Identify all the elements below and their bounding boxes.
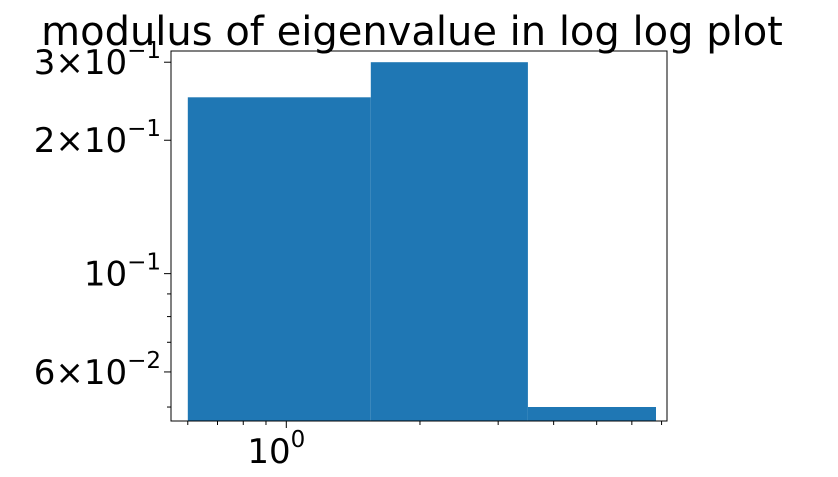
- x-tick-label-1: 100: [247, 427, 305, 472]
- y-tick-label-1: 3×10−1: [34, 38, 161, 83]
- bar-2: [370, 62, 528, 421]
- ticks-group: 3×10−1 2×10−1 10−1 6×10−2 100: [34, 38, 663, 472]
- y-tick-label-2: 2×10−1: [34, 116, 161, 161]
- bar-1: [187, 97, 371, 422]
- chart-title: modulus of eigenvalue in log log plot: [41, 9, 783, 55]
- plot-frame: [170, 50, 668, 422]
- y-tick-label-4: 6×10−2: [34, 348, 161, 393]
- bars-group: [187, 62, 656, 422]
- bar-3: [527, 407, 656, 421]
- y-tick-label-3: 10−1: [84, 250, 161, 295]
